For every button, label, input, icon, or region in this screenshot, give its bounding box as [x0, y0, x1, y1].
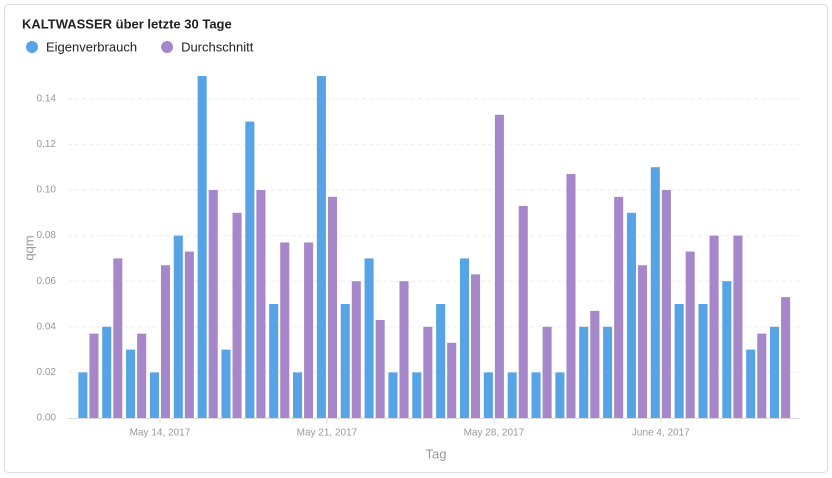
bar: [494, 114, 504, 418]
y-tick-label: 0.14: [37, 93, 57, 104]
bar: [566, 174, 576, 418]
bar: [471, 274, 481, 418]
x-tick-label: May 14, 2017: [130, 428, 191, 439]
bar: [184, 251, 194, 418]
bar: [126, 349, 136, 418]
bar: [245, 121, 255, 418]
bar: [781, 297, 791, 418]
bar: [221, 349, 231, 418]
bar: [208, 190, 218, 418]
bar: [316, 76, 326, 418]
bar: [102, 326, 112, 418]
bar: [423, 326, 433, 418]
bar: [531, 372, 541, 418]
bar: [375, 319, 385, 418]
bar: [304, 242, 314, 418]
bar: [113, 258, 123, 418]
bar: [173, 235, 183, 418]
bar: [280, 242, 290, 418]
bar: [137, 333, 147, 418]
bar: [483, 372, 493, 418]
bar: [590, 310, 600, 418]
y-tick-label: 0.08: [37, 230, 57, 241]
bar: [459, 258, 470, 418]
bar: [709, 235, 719, 418]
bar: [293, 372, 303, 418]
x-axis-label: Tag: [426, 446, 447, 461]
bar: [327, 196, 337, 418]
bar: [685, 251, 695, 418]
bar: [256, 190, 266, 418]
x-tick-label: May 28, 2017: [464, 428, 525, 439]
bar: [626, 212, 636, 418]
x-tick-label: May 21, 2017: [297, 428, 358, 439]
bar: [603, 326, 613, 418]
bar: [746, 349, 756, 418]
bar: [579, 326, 589, 418]
bar: [232, 212, 242, 418]
legend-marker: [161, 41, 174, 53]
bar: [436, 304, 446, 418]
bar: [757, 333, 767, 418]
bar: [149, 372, 159, 418]
bar: [388, 372, 398, 418]
bar: [412, 372, 422, 418]
bar: [340, 304, 350, 418]
y-tick-label: 0.02: [37, 367, 57, 378]
x-tick-label: June 4, 2017: [632, 428, 690, 439]
bar: [518, 205, 528, 418]
bar: [614, 196, 624, 418]
chart-title: KALTWASSER über letzte 30 Tage: [22, 16, 232, 31]
bar: [661, 190, 671, 418]
y-axis-label: qqm: [21, 235, 36, 260]
y-tick-label: 0.06: [37, 276, 57, 287]
bar: [197, 76, 207, 418]
bar: [447, 342, 457, 418]
y-tick-label: 0.12: [37, 139, 57, 150]
legend-label: Durchschnitt: [181, 39, 254, 54]
bar: [399, 281, 409, 418]
bar: [637, 265, 648, 418]
bar: [160, 265, 171, 418]
bar: [650, 167, 660, 418]
bar: [770, 326, 780, 418]
bar: [364, 258, 374, 418]
y-tick-label: 0.00: [37, 413, 57, 424]
bar: [542, 326, 552, 418]
bar: [698, 304, 708, 418]
bar: [351, 281, 361, 418]
bar: [507, 372, 517, 418]
bar: [674, 304, 684, 418]
bar: [555, 372, 565, 418]
bar: [269, 304, 279, 418]
bar: [78, 372, 88, 418]
y-tick-label: 0.04: [37, 321, 57, 332]
bar: [733, 235, 743, 418]
legend-marker: [26, 41, 38, 53]
bar: [722, 281, 732, 418]
legend-label: Eigenverbrauch: [46, 39, 137, 54]
y-tick-label: 0.10: [37, 185, 57, 196]
bar: [89, 333, 99, 418]
